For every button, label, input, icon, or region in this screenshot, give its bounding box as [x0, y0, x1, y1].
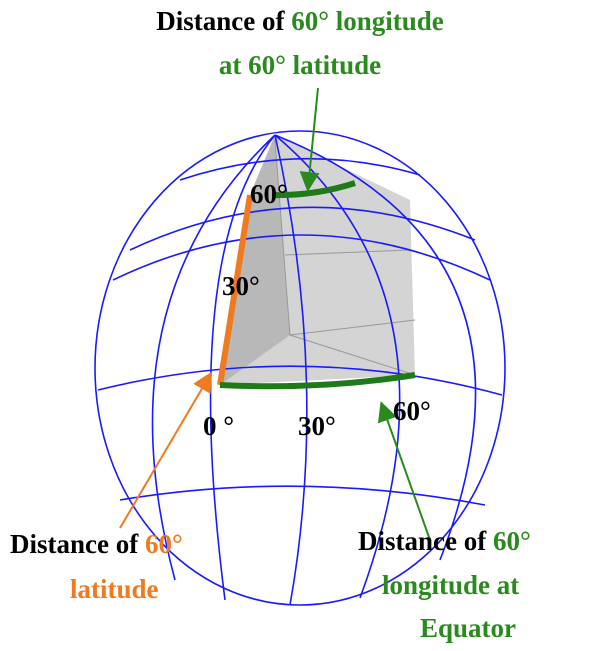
label-text: Distance of	[10, 529, 139, 559]
latitude-mark: 30°	[222, 271, 260, 301]
top-label-line2: at 60° latitude	[219, 50, 381, 80]
bottom-right-label-line3: Equator	[420, 613, 516, 643]
bottom-right-label: Distance of 60°	[358, 526, 531, 556]
latitude-mark: 60°	[250, 179, 288, 209]
longitude-mark: 30°	[298, 411, 336, 441]
label-text: Distance of	[156, 6, 285, 36]
label-highlight: 60°	[493, 526, 531, 556]
longitude-mark: 0 °	[203, 411, 234, 441]
label-highlight: 60° longitude	[291, 6, 444, 36]
bottom-left-label: Distance of 60°	[10, 529, 183, 559]
diagram: Distance of 60° longitude at 60° latitud…	[0, 0, 600, 651]
bottom-left-label-line2: latitude	[70, 574, 159, 604]
label-text: Distance of	[358, 526, 487, 556]
longitude-mark: 60°	[393, 396, 431, 426]
label-highlight: 60°	[145, 529, 183, 559]
bottom-right-label-line2: longitude at	[382, 570, 519, 600]
top-label: Distance of 60° longitude	[156, 6, 444, 36]
arrow	[120, 375, 210, 528]
